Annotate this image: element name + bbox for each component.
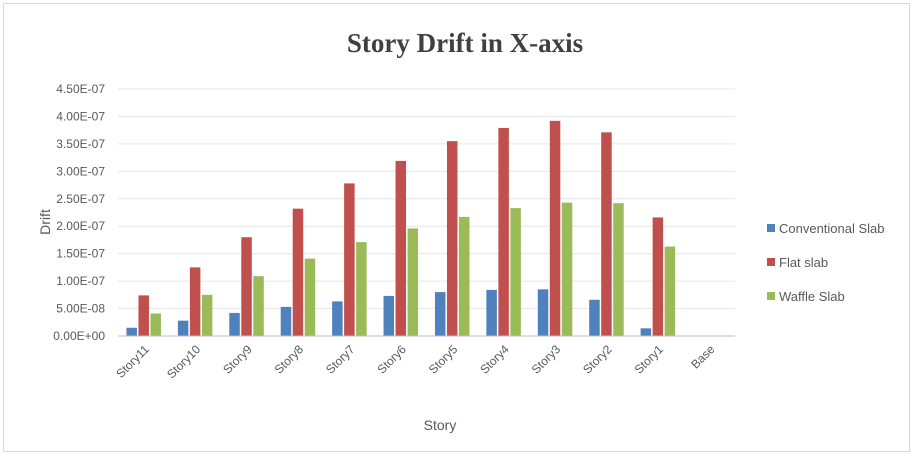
y-tick-label: 4.50E-07 <box>56 82 105 96</box>
x-tick-label: Story11 <box>113 342 152 381</box>
legend-swatch <box>767 258 775 266</box>
y-tick-label: 2.50E-07 <box>56 192 105 206</box>
bar-conventional-slab-story9 <box>229 312 240 336</box>
y-axis-ticks: 0.00E+00 5.00E-08 1.00E-07 1.50E-07 2.00E-07… <box>53 82 105 343</box>
legend-label: Waffle Slab <box>779 289 845 304</box>
bar-flat-slab-story9 <box>241 237 252 336</box>
bar-waffle-slab-story5 <box>458 216 470 336</box>
x-tick-label: Story3 <box>529 342 564 377</box>
bar-flat-slab-story6 <box>395 160 407 336</box>
bar-waffle-slab-story4 <box>510 208 521 336</box>
bar-flat-slab-story11 <box>138 295 149 336</box>
bar-waffle-slab-story11 <box>150 313 161 336</box>
legend-swatch <box>767 224 775 232</box>
bar-conventional-slab-story11 <box>126 327 137 336</box>
x-tick-label: Story5 <box>426 342 461 377</box>
bar-conventional-slab-story10 <box>177 320 189 336</box>
x-tick-label: Story8 <box>272 342 307 377</box>
y-tick-label: 4.00E-07 <box>56 109 105 123</box>
bar-flat-slab-story2 <box>601 132 612 336</box>
bar-conventional-slab-story4 <box>486 289 497 336</box>
x-tick-label: Story2 <box>580 342 615 377</box>
y-tick-label: 1.50E-07 <box>56 247 105 261</box>
y-tick-label: 5.00E-08 <box>56 302 105 316</box>
bar-flat-slab-story4 <box>498 127 509 337</box>
bar-flat-slab-story8 <box>292 208 304 336</box>
legend-swatch <box>767 292 775 300</box>
bar-conventional-slab-story1 <box>640 328 652 336</box>
x-tick-label: Story9 <box>220 342 255 377</box>
y-tick-label: 2.00E-07 <box>56 219 105 233</box>
legend-label: Conventional Slab <box>779 221 885 236</box>
bar-waffle-slab-story6 <box>407 228 419 336</box>
bar-conventional-slab-story2 <box>589 299 600 336</box>
x-tick-label: Story7 <box>323 342 358 377</box>
bar-conventional-slab-story8 <box>280 306 292 336</box>
bar-flat-slab-story5 <box>446 141 458 336</box>
y-tick-label: 1.00E-07 <box>56 274 105 288</box>
y-axis-title: Drift <box>37 209 53 235</box>
x-axis-ticks: Story11 Story10 Story9 Story8 Story7 Story6 St… <box>113 342 717 381</box>
bar-waffle-slab-story1 <box>664 246 676 336</box>
chart-title: Story Drift in X-axis <box>346 28 584 58</box>
x-tick-label: Story1 <box>632 342 667 377</box>
legend-label: Flat slab <box>779 255 828 270</box>
bar-flat-slab-story10 <box>189 267 201 336</box>
bar-conventional-slab-story6 <box>383 295 395 336</box>
bar-waffle-slab-story2 <box>613 203 624 336</box>
y-tick-label: 3.00E-07 <box>56 164 105 178</box>
bar-waffle-slab-story9 <box>253 276 264 336</box>
y-tick-label: 3.50E-07 <box>56 137 105 151</box>
y-tick-label: 0.00E+00 <box>53 329 105 343</box>
gridlines <box>118 88 735 310</box>
bar-waffle-slab-story7 <box>356 242 367 336</box>
bar-waffle-slab-story10 <box>201 294 213 336</box>
x-tick-label: Story10 <box>164 342 203 381</box>
x-axis-title: Story <box>424 417 457 433</box>
bar-conventional-slab-story3 <box>537 289 549 336</box>
bars <box>126 120 676 337</box>
x-tick-label: Story4 <box>477 342 512 377</box>
x-tick-label: Base <box>688 342 717 371</box>
legend: Conventional Slab Flat slab Waffle Slab <box>767 221 885 304</box>
bar-waffle-slab-story8 <box>304 258 316 336</box>
bar-conventional-slab-story7 <box>332 301 343 336</box>
bar-flat-slab-story3 <box>549 120 561 336</box>
bar-waffle-slab-story3 <box>561 202 573 336</box>
bar-conventional-slab-story5 <box>434 292 446 336</box>
bar-flat-slab-story1 <box>652 217 664 336</box>
x-tick-label: Story6 <box>374 342 409 377</box>
bar-flat-slab-story7 <box>344 183 355 336</box>
